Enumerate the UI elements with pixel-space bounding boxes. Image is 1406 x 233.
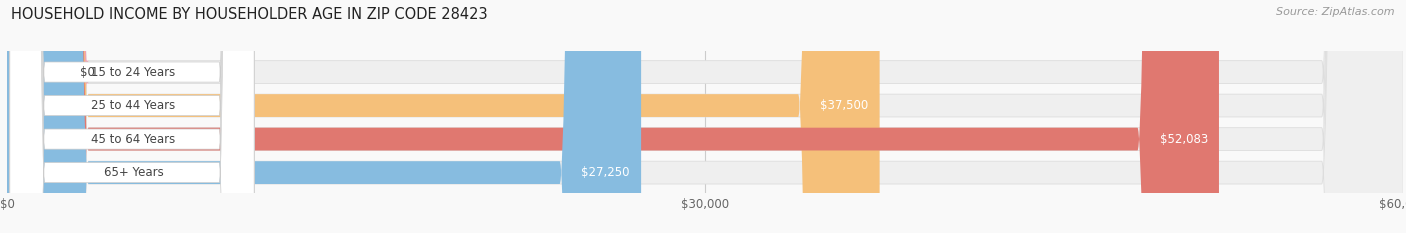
- FancyBboxPatch shape: [0, 0, 89, 233]
- FancyBboxPatch shape: [7, 0, 1403, 233]
- Text: $27,250: $27,250: [582, 166, 630, 179]
- FancyBboxPatch shape: [7, 0, 880, 233]
- FancyBboxPatch shape: [7, 0, 1403, 233]
- Text: Source: ZipAtlas.com: Source: ZipAtlas.com: [1277, 7, 1395, 17]
- Text: $0: $0: [80, 65, 94, 79]
- FancyBboxPatch shape: [7, 0, 1219, 233]
- Text: $37,500: $37,500: [820, 99, 869, 112]
- Text: 65+ Years: 65+ Years: [104, 166, 163, 179]
- Text: HOUSEHOLD INCOME BY HOUSEHOLDER AGE IN ZIP CODE 28423: HOUSEHOLD INCOME BY HOUSEHOLDER AGE IN Z…: [11, 7, 488, 22]
- FancyBboxPatch shape: [10, 0, 254, 233]
- FancyBboxPatch shape: [10, 0, 254, 233]
- Text: 15 to 24 Years: 15 to 24 Years: [91, 65, 176, 79]
- Text: 25 to 44 Years: 25 to 44 Years: [91, 99, 176, 112]
- Text: $52,083: $52,083: [1160, 133, 1208, 146]
- FancyBboxPatch shape: [7, 0, 1403, 233]
- FancyBboxPatch shape: [7, 0, 1403, 233]
- FancyBboxPatch shape: [10, 0, 254, 233]
- FancyBboxPatch shape: [10, 0, 254, 233]
- Text: 45 to 64 Years: 45 to 64 Years: [91, 133, 176, 146]
- FancyBboxPatch shape: [7, 0, 641, 233]
